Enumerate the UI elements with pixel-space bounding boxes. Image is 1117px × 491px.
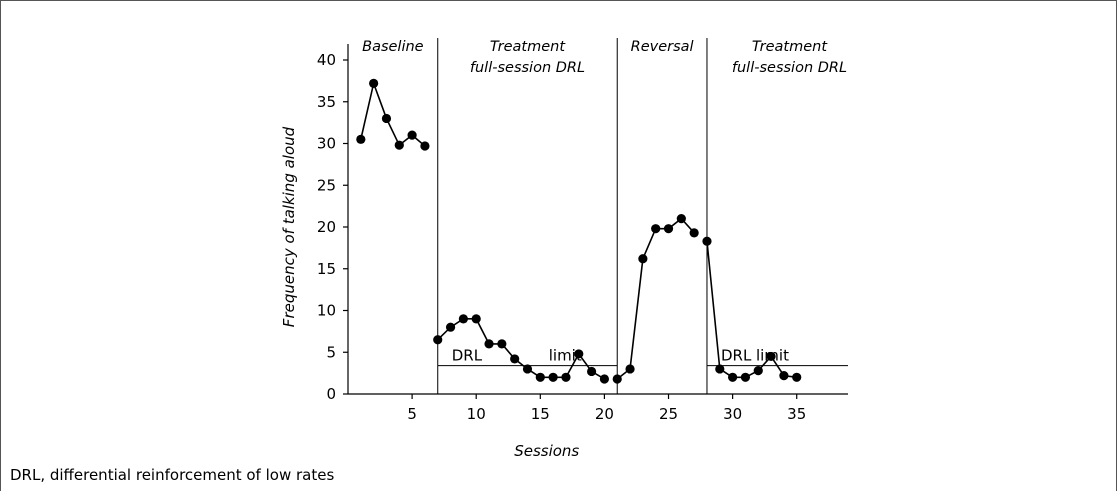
data-point	[663, 224, 674, 234]
x-tick-label: 20	[595, 405, 614, 423]
data-point	[535, 372, 545, 382]
data-point	[369, 78, 379, 88]
data-point	[766, 351, 776, 362]
data-point	[356, 134, 366, 144]
data-point	[638, 254, 648, 264]
footnote: DRL, differential reinforcement of low r…	[10, 466, 335, 484]
y-tick-label: 10	[317, 302, 336, 320]
data-point	[702, 236, 712, 246]
drl-limit-label: limit	[549, 347, 582, 365]
data-point	[420, 141, 430, 151]
data-point	[394, 140, 404, 150]
data-point	[407, 130, 417, 140]
x-tick-label: 10	[467, 405, 486, 423]
data-point	[574, 349, 584, 359]
data-point	[548, 372, 558, 382]
y-tick-label: 40	[317, 51, 336, 69]
data-point	[445, 322, 456, 332]
data-point	[522, 364, 533, 374]
data-point	[689, 228, 699, 238]
data-point	[599, 374, 610, 384]
data-point	[651, 224, 661, 234]
data-point	[792, 372, 802, 382]
phase-label: Treatment	[752, 39, 828, 55]
data-point	[779, 371, 789, 381]
phase-label: Reversal	[631, 39, 694, 55]
data-point	[740, 372, 751, 382]
data-point	[471, 314, 481, 324]
data-point	[381, 113, 392, 124]
data-point	[625, 364, 635, 374]
data-point	[433, 335, 443, 345]
drl-limit-label: DRL	[721, 347, 752, 365]
y-tick-label: 35	[317, 93, 336, 111]
data-point	[676, 214, 686, 224]
data-point	[586, 366, 597, 377]
data-point	[715, 364, 725, 374]
data-point	[728, 372, 738, 382]
series-line	[616, 217, 695, 380]
x-tick-label: 30	[723, 405, 742, 423]
phase-label: Baseline	[362, 39, 424, 55]
x-axis-label: Sessions	[514, 442, 579, 460]
y-tick-label: 25	[317, 176, 336, 194]
data-point	[561, 372, 571, 382]
phase-label: Treatment	[490, 39, 566, 55]
data-point	[484, 339, 494, 349]
phase-label: full-session DRL	[732, 60, 847, 76]
y-tick-label: 20	[317, 218, 336, 236]
data-point	[458, 314, 468, 324]
x-tick-label: 25	[659, 405, 678, 423]
data-point	[497, 339, 507, 349]
y-tick-label: 5	[326, 343, 336, 361]
x-tick-label: 5	[407, 405, 417, 423]
drl-limit-label: DRL	[452, 347, 483, 365]
y-tick-label: 15	[317, 260, 336, 278]
phase-label: full-session DRL	[470, 60, 585, 76]
data-point	[612, 374, 622, 384]
x-tick-label: 15	[531, 405, 550, 423]
data-point	[753, 366, 763, 376]
y-axis-label: Frequency of talking aloud	[280, 126, 298, 327]
x-tick-label: 35	[787, 405, 806, 423]
y-tick-label: 30	[317, 135, 336, 153]
y-tick-label: 0	[326, 385, 336, 403]
data-point	[510, 354, 520, 364]
